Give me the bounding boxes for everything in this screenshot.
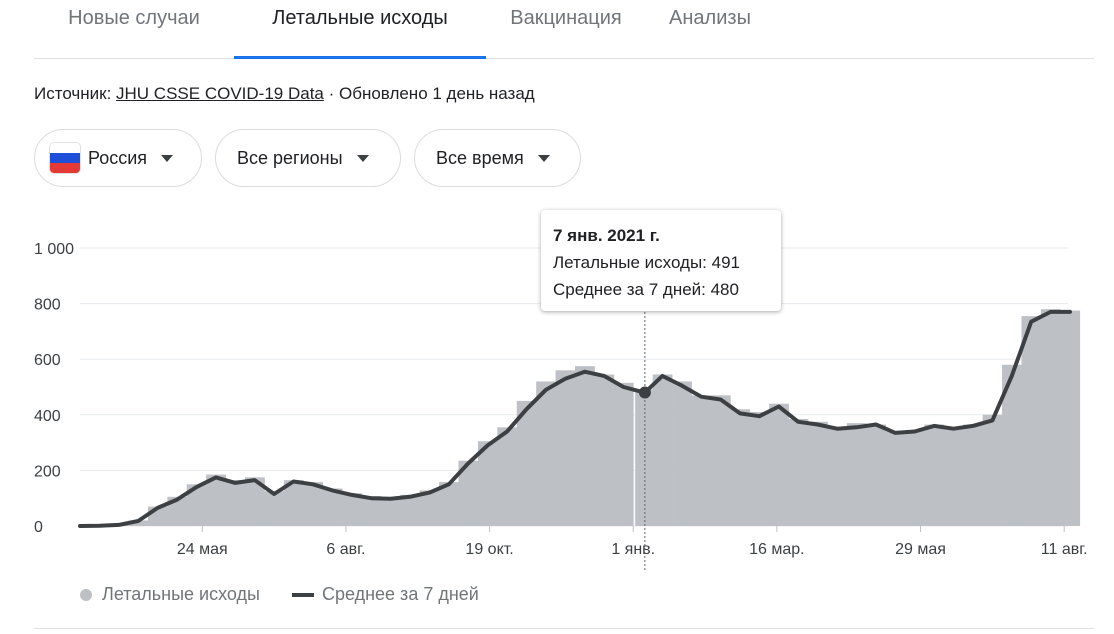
bar (419, 490, 440, 526)
bar (769, 403, 789, 526)
chevron-down-icon (161, 154, 174, 162)
bottom-divider (34, 628, 1094, 629)
y-tick-label: 800 (34, 297, 61, 314)
bar (380, 497, 401, 526)
bar (885, 431, 906, 526)
bar (128, 520, 149, 526)
x-tick-label: 19 окт. (465, 541, 513, 558)
bar (710, 395, 731, 526)
bar (943, 427, 964, 526)
bar (691, 395, 712, 526)
bar (361, 495, 382, 526)
country-label: Россия (88, 147, 148, 168)
series-line-average (78, 309, 1072, 528)
bar (827, 427, 848, 526)
bar (477, 441, 498, 526)
x-tick-label: 24 мая (177, 541, 228, 558)
x-tick-label: 11 авг. (1041, 541, 1088, 558)
x-tick-label: 6 авг. (326, 541, 365, 558)
country-selector[interactable]: Россия (34, 129, 202, 187)
tooltip-deaths: Летальные исходы: 491 (553, 253, 740, 272)
x-tick-label: 1 янв. (611, 541, 655, 558)
bar (1040, 309, 1061, 526)
legend-bars-label: Летальные исходы (102, 584, 260, 604)
bar (322, 488, 343, 526)
tab-deaths[interactable]: Летальные исходы (234, 0, 486, 59)
bar (400, 494, 421, 526)
bar (516, 400, 537, 526)
bar (555, 370, 576, 526)
bar (963, 424, 984, 526)
source-link[interactable]: JHU CSSE COVID-19 Data (116, 84, 324, 103)
bar (186, 484, 207, 526)
tab-bar: Новые случаи Летальные исходы Вакцинация… (34, 0, 1094, 59)
bar (283, 480, 304, 526)
bar (594, 374, 615, 526)
bar (303, 482, 324, 526)
tab-label: Вакцинация (510, 7, 622, 29)
source-prefix: Источник: (34, 84, 112, 103)
bar (245, 477, 265, 526)
bar (497, 427, 518, 526)
bar (846, 423, 867, 526)
bar (613, 382, 634, 526)
chart-legend: Летальные исходы Среднее за 7 дней (80, 584, 479, 605)
y-tick-label: 0 (34, 519, 43, 536)
bar (1060, 310, 1081, 526)
tooltip-average: Среднее за 7 дней: 480 (553, 280, 739, 299)
bar (924, 424, 945, 526)
bar (749, 412, 770, 526)
tab-label: Анализы (669, 7, 751, 29)
regions-label: Все регионы (237, 147, 343, 168)
y-tick-label: 400 (34, 408, 61, 425)
russia-flag-icon (50, 143, 80, 173)
chevron-down-icon (537, 154, 550, 162)
bar (536, 381, 556, 526)
y-tick-label: 600 (34, 352, 61, 369)
y-tick-label: 200 (34, 463, 61, 480)
tab-label: Новые случаи (68, 7, 200, 29)
tab-label: Летальные исходы (272, 7, 448, 29)
bar (439, 482, 459, 526)
legend-bars-swatch (80, 588, 92, 601)
time-selector[interactable]: Все время (414, 129, 581, 187)
bar (1021, 316, 1042, 526)
chevron-down-icon (356, 154, 369, 162)
bar (788, 418, 809, 526)
bar (652, 374, 673, 526)
legend-line-label: Среднее за 7 дней (321, 584, 479, 604)
source-line: Источник: JHU CSSE COVID-19 Data · Обнов… (34, 84, 535, 104)
bar (982, 414, 1003, 526)
hover-point (638, 386, 651, 399)
tooltip-date: 7 янв. 2021 г. (553, 226, 660, 245)
bar (264, 491, 285, 526)
bar (206, 474, 226, 526)
y-tick-label: 1 000 (34, 241, 74, 258)
regions-selector[interactable]: Все регионы (215, 129, 401, 187)
bar (167, 496, 188, 526)
x-tick-label: 16 мар. (749, 541, 804, 558)
time-label: Все время (436, 147, 524, 168)
bar (866, 424, 886, 526)
bar (342, 493, 362, 526)
bar (575, 366, 595, 526)
updated-text: · Обновлено 1 день назад (328, 84, 535, 103)
bar (807, 421, 828, 526)
tab-tests[interactable]: Анализы (646, 0, 774, 58)
bar (672, 381, 692, 526)
bar (458, 460, 479, 526)
tab-vaccination[interactable]: Вакцинация (486, 0, 646, 58)
bar (1002, 364, 1022, 526)
tab-new-cases[interactable]: Новые случаи (34, 0, 234, 58)
chart-tooltip: 7 янв. 2021 г. Летальные исходы: 491 Сре… (541, 210, 781, 311)
bar (225, 480, 246, 526)
bar (730, 409, 751, 526)
legend-line-swatch (291, 592, 314, 597)
x-tick-label: 29 мая (895, 541, 946, 558)
bar (905, 430, 925, 526)
